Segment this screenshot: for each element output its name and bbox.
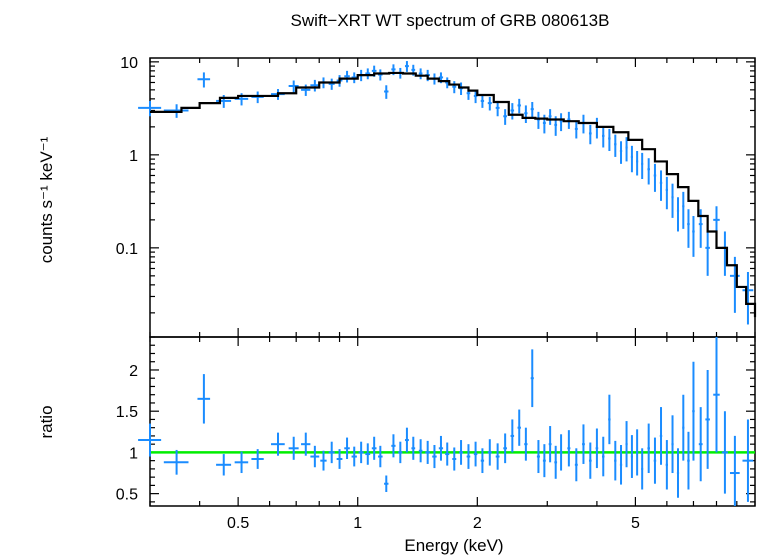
y-tick-label-ratio: 0.5 [116,487,138,504]
chart-title: Swift−XRT WT spectrum of GRB 080613B [291,11,610,30]
y-tick-label-spectrum: 0.1 [116,241,138,258]
y-axis-label-spectrum: counts s⁻¹ keV⁻¹ [37,136,56,263]
x-axis-label: Energy (keV) [404,536,503,555]
x-tick-label: 1 [353,515,362,532]
y-tick-label-ratio: 1 [129,445,138,462]
model-line [150,71,757,318]
x-tick-label: 2 [473,515,482,532]
x-tick-label: 5 [631,515,640,532]
y-tick-label-spectrum: 10 [120,55,138,72]
y-tick-label-ratio: 2 [129,363,138,380]
y-axis-label-ratio: ratio [37,405,56,438]
ratio-panel-frame [149,336,756,507]
y-tick-label-spectrum: 1 [129,148,138,165]
x-tick-label: 0.5 [227,515,249,532]
y-tick-label-ratio: 1.5 [116,404,138,421]
